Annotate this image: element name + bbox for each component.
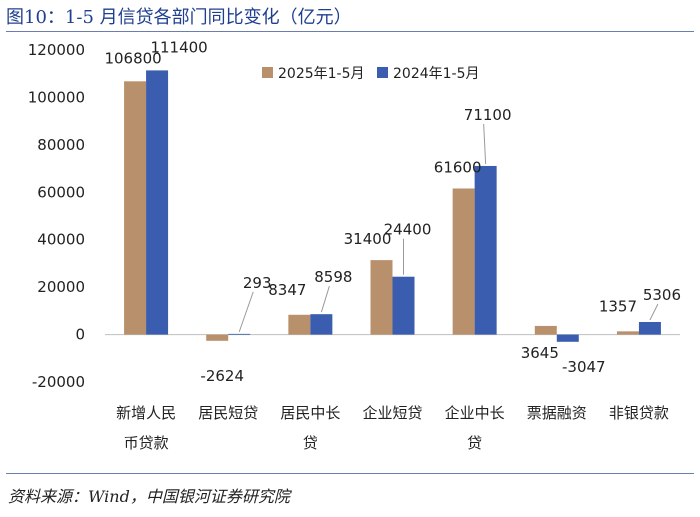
source-note: 资料来源：Wind，中国银河证券研究院 [8, 487, 290, 506]
data-label-2025-2: -2624 [200, 367, 244, 385]
legend-label-2024: 2024年1-5月 [393, 66, 480, 82]
y-tick-label: 40000 [37, 231, 85, 249]
leader-line [320, 286, 330, 313]
data-label-2025-6: 3645 [521, 344, 559, 362]
bar-2024-4 [392, 276, 415, 335]
data-label-2024-5: 71100 [464, 106, 512, 124]
bottom-rule [6, 473, 694, 474]
figure-title: 图10：1-5 月信贷各部门同比变化（亿元） [6, 7, 352, 28]
legend-swatch-2024 [377, 67, 388, 78]
bar-2024-6 [556, 334, 579, 342]
legend-swatch-2025 [262, 67, 273, 78]
y-tick-label: 120000 [28, 41, 85, 59]
bar-2025-2 [206, 334, 229, 341]
category-label-3: 居民中长贷 [280, 404, 340, 452]
y-tick-label: 20000 [37, 278, 85, 296]
bar-2025-1 [124, 81, 147, 335]
bar-2024-1 [146, 70, 169, 335]
category-label-4: 企业短贷 [362, 404, 422, 422]
bar-2025-3 [288, 314, 311, 335]
y-tick-label: 0 [75, 326, 85, 344]
data-label-2024-7: 5306 [643, 286, 681, 304]
category-labels: 新增人民币贷款 居民短贷 居民中长贷 企业短贷 企业中长贷 票据融资 非银贷款 [116, 404, 669, 452]
category-label-7: 非银贷款 [609, 404, 669, 422]
data-label-2024-6: -3047 [562, 358, 606, 376]
bar-2025-5 [452, 188, 475, 335]
bar-2024-5 [474, 165, 497, 335]
data-label-2025-5: 61600 [434, 158, 482, 176]
bar-2025-7 [616, 331, 639, 335]
bar-2025-6 [534, 325, 557, 335]
leader-line [649, 303, 659, 321]
leader-line [238, 291, 254, 333]
y-tick-label: 100000 [28, 88, 85, 106]
category-label-5: 企业中长贷 [445, 404, 505, 452]
data-label-2024-3: 8598 [314, 268, 352, 286]
category-label-2: 居民短贷 [198, 404, 258, 422]
bar-2024-3 [310, 314, 333, 335]
bars [124, 70, 661, 342]
data-label-2025-7: 1357 [599, 297, 637, 315]
bar-2025-4 [370, 260, 393, 335]
label-leader-lines [238, 123, 659, 333]
category-label-6: 票据融资 [527, 404, 587, 422]
data-label-2024-4: 24400 [384, 221, 432, 239]
legend-label-2025: 2025年1-5月 [278, 66, 365, 82]
category-label-1: 新增人民币贷款 [116, 404, 176, 452]
data-label-2024-1: 111400 [150, 38, 207, 56]
bar-2024-7 [638, 321, 661, 335]
data-label-2025-1: 106800 [104, 49, 161, 67]
data-label-2025-4: 31400 [344, 230, 392, 248]
leader-line [483, 123, 487, 164]
data-label-2025-3: 8347 [268, 281, 306, 299]
y-tick-label: 80000 [37, 136, 85, 154]
y-tick-label: 60000 [37, 183, 85, 201]
bar-chart: -20000020000400006000080000100000120000 … [28, 38, 681, 452]
data-label-2024-2: 293 [243, 274, 272, 292]
legend: 2025年1-5月 2024年1-5月 [262, 66, 480, 82]
top-rule [6, 31, 694, 32]
bar-2024-2 [228, 333, 251, 335]
y-axis-tick-labels: -20000 0 20000 40000 60000 80000 100000 120000 [28, 41, 85, 391]
y-tick-label: -20000 [32, 373, 85, 391]
